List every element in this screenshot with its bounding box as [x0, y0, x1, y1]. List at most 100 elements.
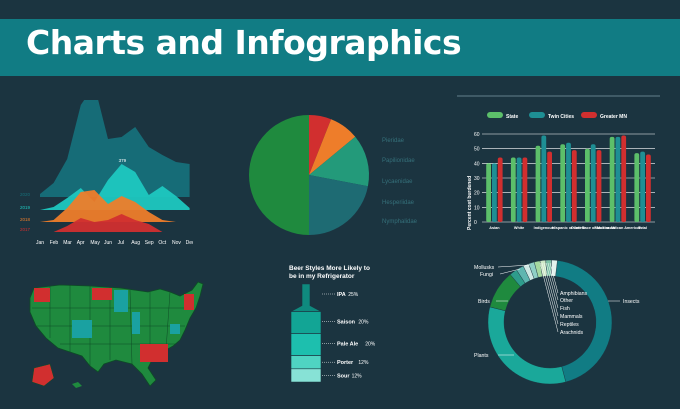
month-tick: Sep — [145, 240, 154, 246]
bar-greater-mn — [621, 135, 627, 222]
page-title: Charts and Infographics — [26, 23, 462, 62]
beer-chart-title-line2: be in my Refrigerator — [289, 273, 355, 280]
bottle-segment-sour — [290, 368, 322, 383]
bar-state — [560, 144, 566, 222]
bar-greater-mn — [596, 150, 602, 222]
bar-twin-cities — [640, 151, 645, 222]
donut-label-other: Other — [560, 298, 573, 304]
pie-slice-lycaenidae — [309, 136, 370, 187]
series-label-2019: 2019 — [20, 205, 31, 210]
series-label-2018: 2018 — [20, 217, 31, 222]
pie-chart: Pieridae Papilionidae Lycaenidae Hesperiida… — [249, 115, 418, 235]
donut-label-birds: Birds — [478, 299, 490, 305]
pie-label-nymphalidae: Nymphalidae — [382, 219, 418, 225]
donut-leader-line — [543, 262, 559, 317]
x-tick: Black or African American — [594, 226, 642, 230]
y-tick: 0 — [474, 220, 477, 226]
legend-label-1: Twin Cities — [548, 114, 574, 120]
donut-leader-line — [539, 262, 559, 333]
x-tick: Other Race or Multiracial — [571, 226, 616, 230]
grouped-bar-chart: State Twin Cities Greater MN 0 10 20 30 40 50 60… — [457, 95, 660, 230]
state-north-dakota — [92, 288, 112, 300]
donut-label-insects: Insects — [623, 299, 640, 305]
month-tick: May — [90, 240, 100, 246]
state-hawaii — [72, 382, 82, 388]
x-tick: Indigenous — [534, 226, 554, 230]
month-tick: Apr — [77, 240, 85, 246]
area-chart: 2020798201937920182017 JanFebMarAprMayJu… — [20, 100, 193, 246]
y-axis-label: Percent cost burdened — [467, 176, 473, 230]
x-tick: White — [514, 226, 524, 230]
bottle-segment-pale-ale — [290, 333, 322, 356]
donut-label-mollusks: Mollusks — [474, 265, 495, 271]
peak-label-2019: 379 — [119, 158, 127, 163]
state-illinois — [132, 312, 140, 334]
donut-leader-line — [499, 268, 521, 275]
bar-twin-cities — [541, 135, 547, 222]
pie-label-lycaenidae: Lycaenidae — [382, 179, 413, 185]
beer-label-ipa: IPA — [337, 292, 346, 298]
x-tick: Hispanic or Latino — [552, 226, 586, 230]
beer-value: 25% — [348, 292, 359, 298]
donut-label-arachnids: Arachnids — [560, 330, 583, 336]
bottle-segment-ipa — [290, 283, 322, 312]
donut-label-amphibians: Amphibians — [560, 291, 588, 297]
y-tick: 50 — [474, 147, 480, 153]
month-tick: Dec — [186, 240, 193, 246]
area-series-2017 — [40, 214, 190, 232]
pie-label-pieridae: Pieridae — [382, 138, 405, 144]
bar-twin-cities — [590, 144, 596, 222]
x-tick: Total — [638, 226, 647, 230]
donut-leader-line — [545, 262, 559, 309]
beer-value: 20% — [365, 342, 376, 348]
pie-slice-hesperiidae — [309, 175, 368, 235]
legend-swatch-0 — [487, 112, 503, 118]
beer-bottle-chart: Beer Styles More Likely to be in my Refr… — [289, 265, 376, 383]
bar-greater-mn — [571, 150, 577, 222]
donut-label-plants: Plants — [474, 353, 489, 359]
month-tick: Mar — [63, 240, 72, 246]
donut-leader-line — [541, 262, 559, 325]
beer-label-saison: Saison — [337, 320, 356, 326]
bar-twin-cities — [566, 142, 571, 222]
beer-label-pale-ale: Pale Ale — [337, 342, 358, 348]
bar-greater-mn — [646, 154, 651, 222]
month-tick: Jun — [104, 240, 112, 246]
y-tick: 20 — [474, 191, 480, 197]
bar-greater-mn — [497, 157, 503, 222]
us-choropleth-map — [29, 281, 204, 388]
pie-label-hesperiidae: Hesperiidae — [382, 200, 415, 206]
pie-slice-nymphalidae — [249, 115, 309, 235]
y-tick: 40 — [474, 161, 480, 167]
bar-state — [609, 136, 615, 222]
state-virginia — [170, 324, 180, 334]
bar-twin-cities — [492, 163, 497, 222]
month-tick: Jan — [36, 240, 44, 246]
y-tick: 60 — [474, 132, 480, 138]
pie-slice-pieridae — [309, 115, 332, 175]
donut-slice-plants — [487, 306, 567, 385]
beer-value: 12% — [352, 373, 363, 379]
pie-label-papilionidae: Papilionidae — [382, 158, 415, 164]
month-tick: Jul — [118, 240, 124, 246]
bar-greater-mn — [547, 151, 552, 222]
beer-value: 12% — [358, 360, 369, 366]
donut-label-reptiles: Reptiles — [560, 322, 579, 328]
bar-state — [535, 145, 541, 222]
beer-chart-title-line1: Beer Styles More Likely to — [289, 265, 370, 272]
bar-state — [510, 157, 516, 222]
legend-swatch-2 — [581, 112, 597, 118]
bottle-segment-porter — [290, 355, 322, 370]
state-washington — [34, 288, 50, 302]
bar-state — [585, 148, 590, 222]
legend-swatch-1 — [529, 112, 545, 118]
donut-leader-line — [497, 264, 531, 268]
bar-twin-cities — [516, 157, 522, 222]
y-tick: 10 — [474, 205, 480, 211]
bar-greater-mn — [522, 157, 528, 222]
y-tick: 30 — [474, 176, 480, 182]
pie-slice-papilionidae — [309, 119, 356, 175]
donut-label-fish: Fish — [560, 306, 570, 312]
area-series-2020 — [40, 100, 190, 197]
